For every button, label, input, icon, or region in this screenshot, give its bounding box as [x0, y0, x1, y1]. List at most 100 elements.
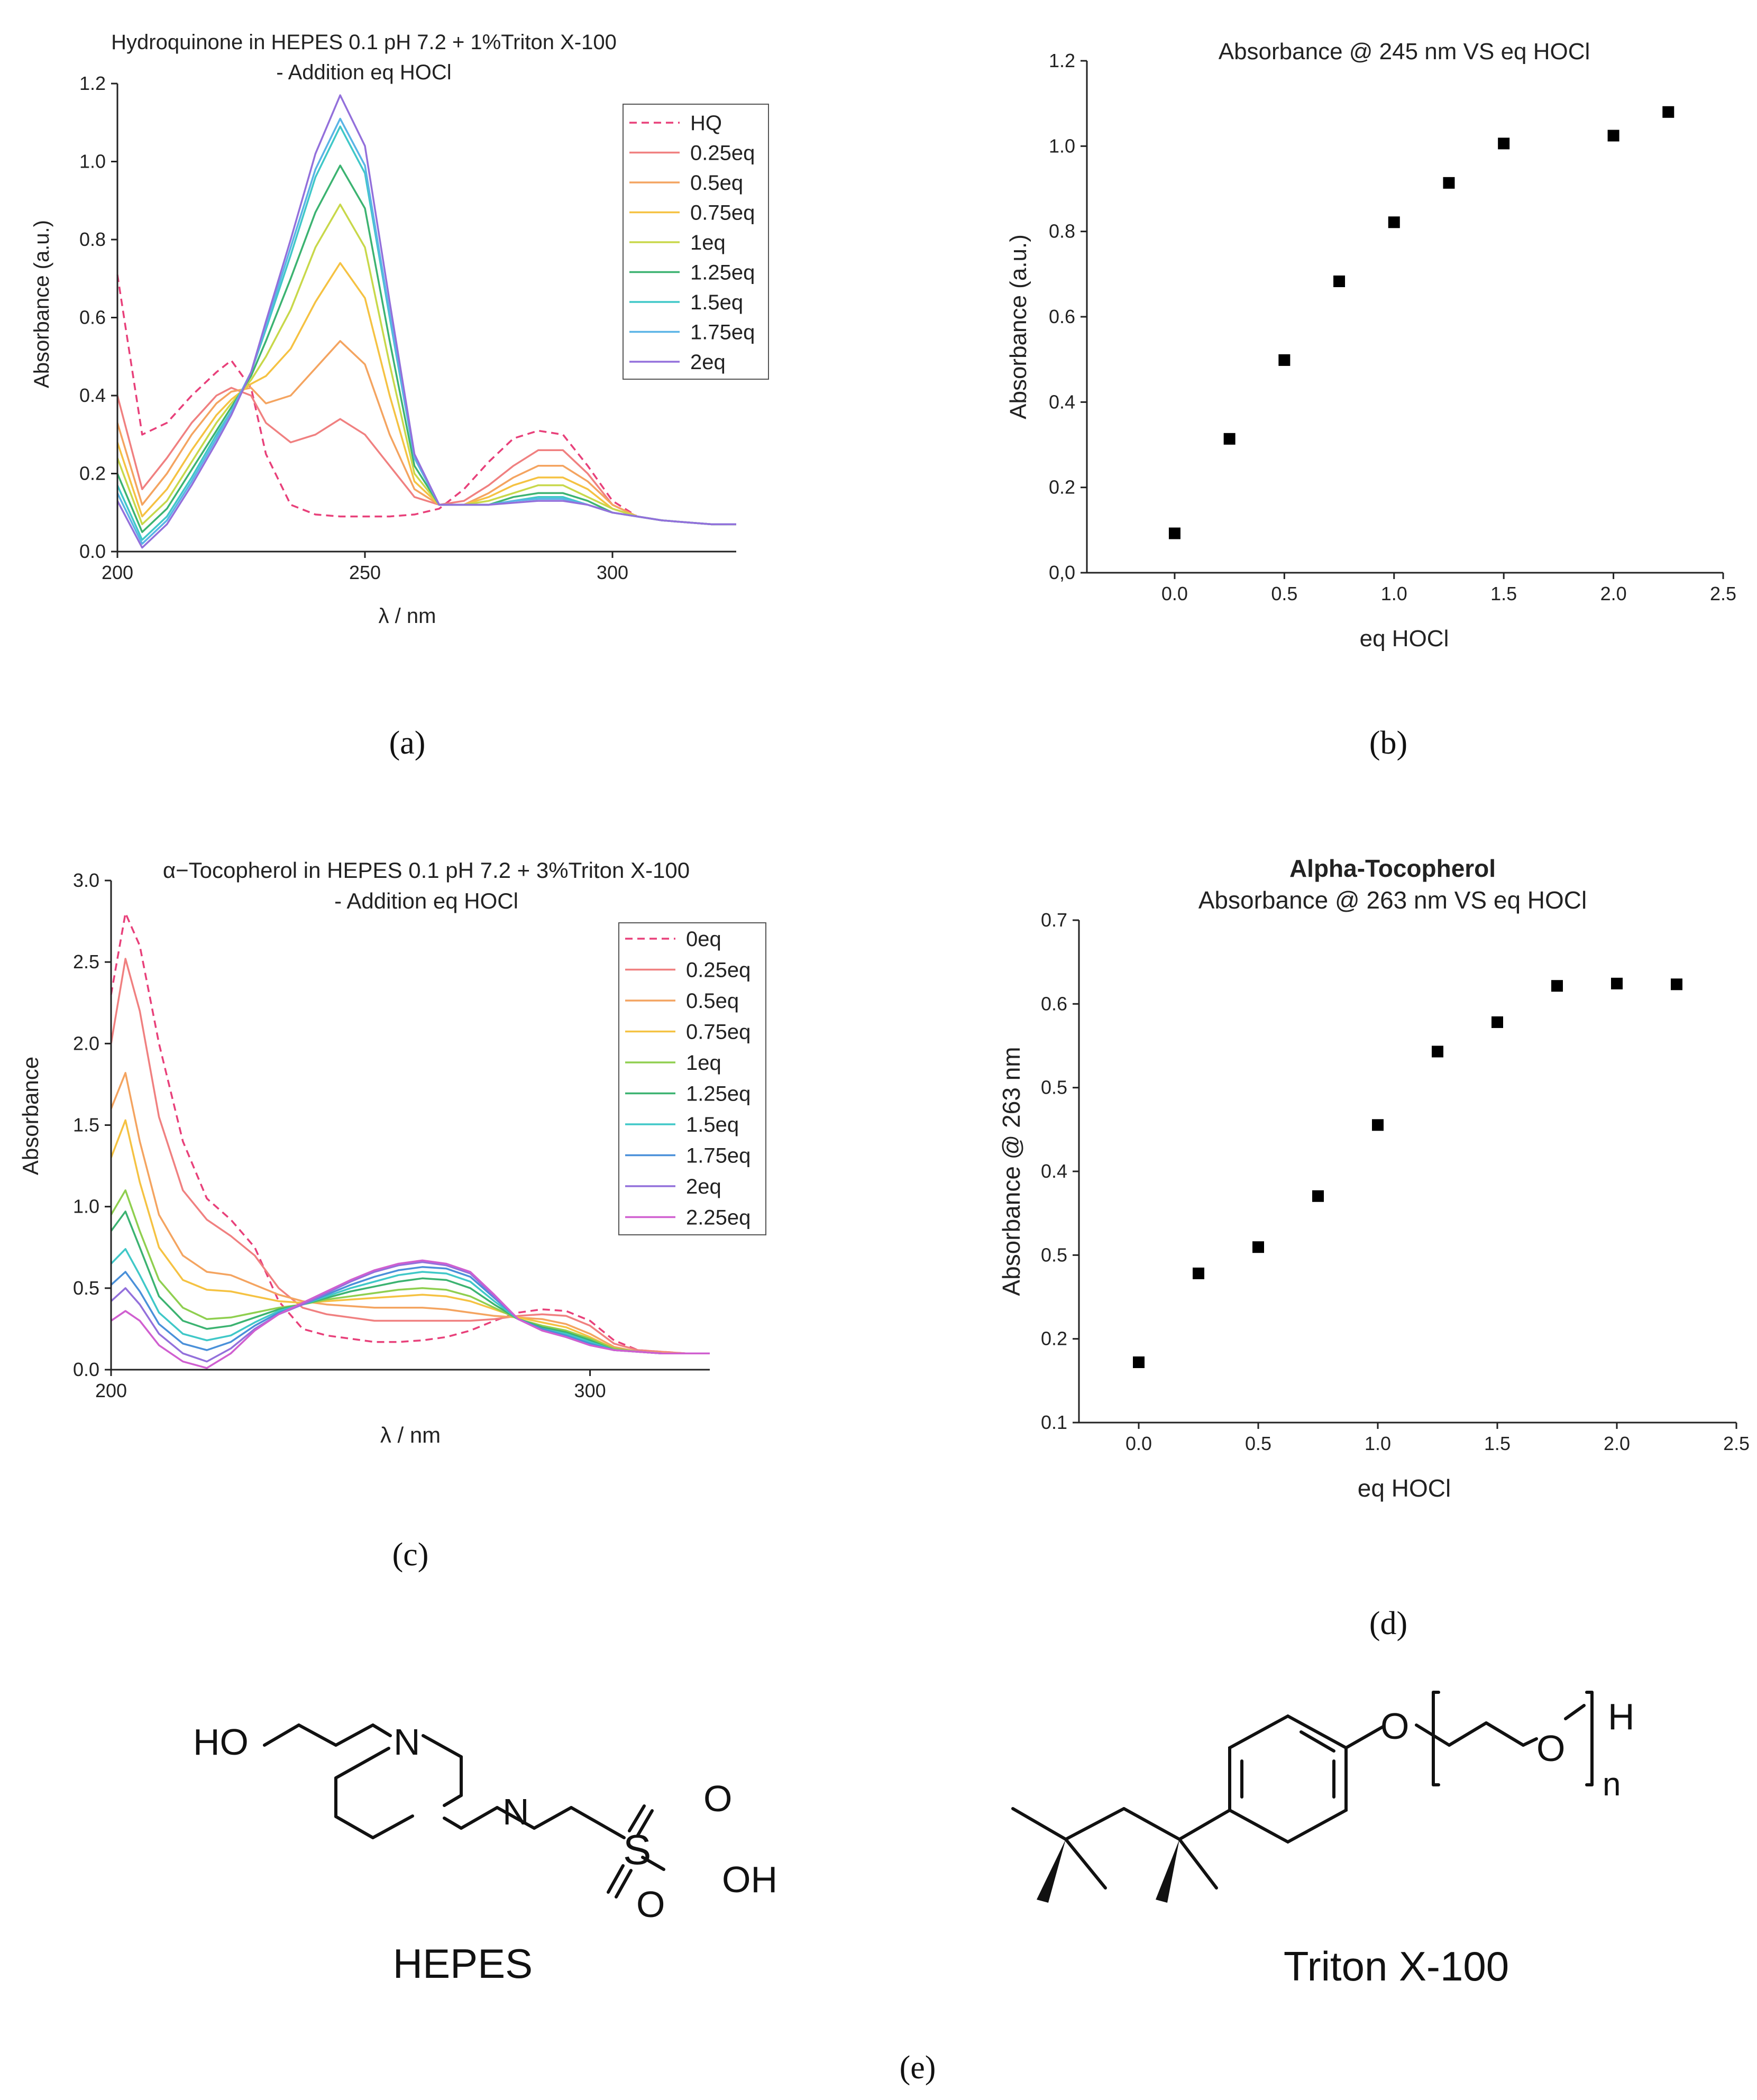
- x-tick-label: 2.0: [1604, 1433, 1630, 1454]
- panel-a-title-line-2: - Addition eq HOCl: [276, 61, 451, 84]
- panel-c-legend: 0eq 0.25eq 0.5eq 0.75eq 1eq 1.25eq 1.5eq 1.75eq…: [618, 922, 766, 1235]
- y-tick-label: 0.8: [1049, 221, 1075, 242]
- triton-x100-stereo-wedges: [1037, 1839, 1179, 1903]
- legend-label-1.75eq: 1.75eq: [690, 321, 755, 344]
- panel-a-title-line-1: Hydroquinone in HEPES 0.1 pH 7.2 + 1%Tri…: [111, 31, 617, 54]
- data-point: [1662, 106, 1674, 118]
- series-line-2eq: [110, 1261, 710, 1363]
- y-tick-label: 0.4: [1041, 1160, 1067, 1182]
- y-tick-label: 1.0: [73, 1196, 99, 1217]
- panel-d-x-axis-label: eq HOCl: [1358, 1474, 1451, 1502]
- triton-x100-structure: [1011, 1691, 1594, 1890]
- data-point: [1388, 216, 1400, 228]
- data-point: [1278, 354, 1291, 366]
- x-tick-label: 1.5: [1490, 583, 1517, 604]
- panel-d-caption: (d): [1369, 1606, 1407, 1642]
- x-tick-label: 1.5: [1484, 1433, 1511, 1454]
- hepes-structure: [263, 1723, 665, 1899]
- panel-c-y-ticks: 0.0 0.5 1.0 1.5 2.0 2.5 3.0: [73, 869, 111, 1380]
- legend-label-HQ: HQ: [690, 112, 722, 135]
- hepes-atom-s: S: [623, 1826, 651, 1873]
- panel-a-line-chart: Hydroquinone in HEPES 0.1 pH 7.2 + 1%Tri…: [30, 31, 769, 628]
- panel-a-y-axis-label: Absorbance (a.u.): [30, 220, 53, 388]
- legend-label-1.75eq: 1.75eq: [686, 1144, 751, 1168]
- x-tick-label: 200: [102, 562, 133, 583]
- data-point: [1333, 275, 1346, 287]
- legend-label-2.25eq: 2.25eq: [686, 1206, 751, 1230]
- panel-c-y-axis-label: Absorbance: [18, 1057, 43, 1175]
- y-tick-label: 0.6: [1049, 306, 1075, 327]
- panel-c-plot-area: [110, 912, 710, 1369]
- y-tick-label: 0.4: [79, 384, 106, 406]
- legend-label-0.5eq: 0.5eq: [686, 989, 739, 1013]
- hepes-atom-n1: N: [394, 1721, 420, 1763]
- data-point: [1491, 1016, 1503, 1028]
- panel-d-scatter-chart: Alpha-Tocopherol Absorbance @ 263 nm VS …: [998, 855, 1750, 1502]
- hepes-atom-o-top: O: [703, 1778, 732, 1819]
- x-tick-label: 0.5: [1245, 1433, 1271, 1454]
- legend-label-1eq: 1eq: [690, 231, 726, 254]
- y-tick-label: 0.2: [79, 463, 106, 484]
- data-point: [1671, 978, 1682, 991]
- y-tick-label: 0.4: [1049, 391, 1075, 412]
- triton-repeat-n: n: [1603, 1766, 1621, 1803]
- y-tick-label: 0.2: [1049, 476, 1075, 498]
- data-point: [1133, 1356, 1145, 1368]
- y-tick-label: 1.0: [1049, 135, 1075, 157]
- legend-label-0eq: 0eq: [686, 928, 721, 951]
- y-tick-label: 0.7: [1041, 909, 1067, 931]
- data-point: [1607, 130, 1619, 142]
- legend-label-0.25eq: 0.25eq: [686, 959, 751, 982]
- y-tick-label: 0.0: [79, 540, 106, 562]
- x-tick-label: 2.5: [1723, 1433, 1750, 1454]
- legend-label-2eq: 2eq: [686, 1175, 721, 1198]
- panel-a-caption: (a): [389, 725, 426, 761]
- series-line-2.25eq: [111, 1259, 710, 1369]
- series-line-2eq: [116, 94, 736, 549]
- panel-d-y-axis-label: Absorbance @ 263 nm: [998, 1047, 1025, 1296]
- data-point: [1193, 1267, 1204, 1279]
- y-tick-label: 1.0: [79, 151, 106, 172]
- x-tick-label: 250: [349, 562, 381, 583]
- data-point: [1223, 433, 1236, 445]
- series-line-0.25eq: [116, 387, 736, 526]
- series-line-1eq: [110, 1189, 710, 1354]
- series-line-HQ: [116, 274, 736, 526]
- data-point: [1168, 527, 1181, 539]
- legend-label-0.75eq: 0.75eq: [686, 1021, 751, 1044]
- y-tick-label: 0.2: [1041, 1328, 1067, 1350]
- x-tick-label: 200: [95, 1380, 127, 1401]
- data-point: [1443, 177, 1455, 189]
- x-tick-label: 0.0: [1125, 1433, 1152, 1454]
- panel-b-y-ticks: 0,0 0.2 0.4 0.6 0.8 1.0 1.2: [1049, 50, 1087, 583]
- legend-label-0.25eq: 0.25eq: [690, 142, 755, 165]
- y-tick-label: 0,0: [1049, 562, 1075, 583]
- x-tick-label: 2.0: [1600, 583, 1627, 604]
- data-point: [1372, 1119, 1384, 1131]
- legend-label-1.25eq: 1.25eq: [686, 1083, 751, 1106]
- panel-c-line-chart: α−Tocopherol in HEPES 0.1 pH 7.2 + 3%Tri…: [18, 858, 766, 1447]
- series-line-0.5eq: [110, 1072, 710, 1354]
- y-tick-label: 0.5: [1041, 1077, 1067, 1098]
- legend-label-0.5eq: 0.5eq: [690, 171, 743, 195]
- panel-c-x-axis-label: λ / nm: [380, 1423, 441, 1447]
- panel-c-caption: (c): [392, 1537, 429, 1573]
- panel-d-title-line-2: Absorbance @ 263 nm VS eq HOCl: [1198, 886, 1587, 914]
- y-tick-label: 0.6: [79, 307, 106, 328]
- series-line-1.5eq: [110, 1248, 710, 1354]
- x-tick-label: 1.0: [1381, 583, 1407, 604]
- panel-b-scatter-chart: Absorbance @ 245 nm VS eq HOCl 0,0 0.2 0.4…: [1005, 39, 1736, 652]
- data-point: [1611, 977, 1623, 989]
- y-tick-label: 0.6: [1041, 993, 1067, 1014]
- x-tick-label: 300: [597, 562, 628, 583]
- y-tick-label: 0.1: [1041, 1411, 1067, 1433]
- hepes-label: HEPES: [393, 1940, 533, 1987]
- triton-atom-o-ether: O: [1380, 1705, 1409, 1747]
- series-line-0.25eq: [110, 958, 710, 1354]
- panel-a-plot-area: [116, 94, 736, 549]
- data-point: [1252, 1241, 1264, 1253]
- legend-label-1.5eq: 1.5eq: [686, 1113, 739, 1136]
- hepes-atom-n2: N: [502, 1791, 529, 1832]
- panel-b-plot-area: [1168, 106, 1674, 539]
- data-point: [1432, 1046, 1443, 1058]
